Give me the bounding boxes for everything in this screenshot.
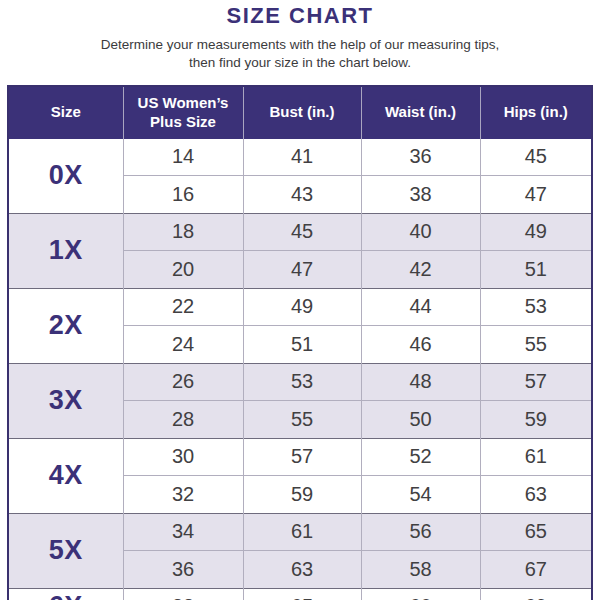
measurement-cell: 57 xyxy=(243,438,361,476)
measurement-cell: 42 xyxy=(361,251,480,289)
measurement-cell: 24 xyxy=(123,326,243,364)
size-cell: 3X xyxy=(8,363,123,438)
measurement-cell: 51 xyxy=(480,251,592,289)
measurement-cell: 57 xyxy=(480,363,592,401)
measurement-cell: 20 xyxy=(123,251,243,289)
measurement-cell: 63 xyxy=(480,476,592,514)
size-cell: 2X xyxy=(8,288,123,363)
measurement-cell: 52 xyxy=(361,438,480,476)
measurement-cell: 32 xyxy=(123,476,243,514)
measurement-cell: 61 xyxy=(480,438,592,476)
table-row: 2X22494453 xyxy=(8,288,592,326)
subtitle-line-1: Determine your measurements with the hel… xyxy=(101,37,499,52)
table-row: 3X26534857 xyxy=(8,363,592,401)
measurement-cell: 38 xyxy=(361,176,480,214)
measurement-cell: 48 xyxy=(361,363,480,401)
measurement-cell: 47 xyxy=(243,251,361,289)
column-header-bust: Bust (in.) xyxy=(243,86,361,139)
table-row: 5X34615665 xyxy=(8,513,592,551)
measurement-cell: 36 xyxy=(123,551,243,589)
measurement-cell: 67 xyxy=(480,551,592,589)
table-header-row: Size US Women’s Plus Size Bust (in.) Wai… xyxy=(8,86,592,139)
measurement-cell: 30 xyxy=(123,438,243,476)
table-row: 0X14413645 xyxy=(8,139,592,176)
measurement-cell: 16 xyxy=(123,176,243,214)
column-header-waist: Waist (in.) xyxy=(361,86,480,139)
measurement-cell: 51 xyxy=(243,326,361,364)
size-chart-table: Size US Women’s Plus Size Bust (in.) Wai… xyxy=(7,85,593,600)
table-header: Size US Women’s Plus Size Bust (in.) Wai… xyxy=(8,86,592,139)
measurement-cell: 38 xyxy=(123,588,243,600)
size-cell: 1X xyxy=(8,213,123,288)
measurement-cell: 28 xyxy=(123,401,243,439)
size-cell: 4X xyxy=(8,438,123,513)
measurement-cell: 14 xyxy=(123,139,243,176)
table-row: 4X30575261 xyxy=(8,438,592,476)
measurement-cell: 45 xyxy=(243,213,361,251)
subtitle-line-2: then find your size in the chart below. xyxy=(189,55,411,70)
measurement-cell: 36 xyxy=(361,139,480,176)
column-header-hips: Hips (in.) xyxy=(480,86,592,139)
measurement-cell: 63 xyxy=(243,551,361,589)
measurement-cell: 55 xyxy=(480,326,592,364)
measurement-cell: 69 xyxy=(480,588,592,600)
measurement-cell: 45 xyxy=(480,139,592,176)
measurement-cell: 41 xyxy=(243,139,361,176)
measurement-cell: 34 xyxy=(123,513,243,551)
measurement-cell: 60 xyxy=(361,588,480,600)
measurement-cell: 59 xyxy=(243,476,361,514)
measurement-cell: 46 xyxy=(361,326,480,364)
measurement-cell: 44 xyxy=(361,288,480,326)
column-header-plus-size: US Women’s Plus Size xyxy=(123,86,243,139)
measurement-cell: 43 xyxy=(243,176,361,214)
subtitle: Determine your measurements with the hel… xyxy=(0,36,600,72)
measurement-cell: 53 xyxy=(243,363,361,401)
measurement-cell: 61 xyxy=(243,513,361,551)
measurement-cell: 53 xyxy=(480,288,592,326)
measurement-cell: 65 xyxy=(243,588,361,600)
measurement-cell: 50 xyxy=(361,401,480,439)
column-header-size: Size xyxy=(8,86,123,139)
size-cell: 5X xyxy=(8,513,123,588)
measurement-cell: 49 xyxy=(480,213,592,251)
measurement-cell: 56 xyxy=(361,513,480,551)
page-title: SIZE CHART xyxy=(0,3,600,29)
size-cell: 6X xyxy=(8,588,123,600)
measurement-cell: 18 xyxy=(123,213,243,251)
measurement-cell: 54 xyxy=(361,476,480,514)
measurement-cell: 26 xyxy=(123,363,243,401)
measurement-cell: 49 xyxy=(243,288,361,326)
measurement-cell: 65 xyxy=(480,513,592,551)
measurement-cell: 22 xyxy=(123,288,243,326)
size-cell: 0X xyxy=(8,139,123,214)
table-row: 1X18454049 xyxy=(8,213,592,251)
measurement-cell: 40 xyxy=(361,213,480,251)
measurement-cell: 55 xyxy=(243,401,361,439)
size-chart-page: SIZE CHART Determine your measurements w… xyxy=(0,0,600,600)
measurement-cell: 59 xyxy=(480,401,592,439)
table-body: 0X14413645164338471X18454049204742512X22… xyxy=(8,139,592,600)
measurement-cell: 47 xyxy=(480,176,592,214)
measurement-cell: 58 xyxy=(361,551,480,589)
table-row: 6X38656069 xyxy=(8,588,592,600)
